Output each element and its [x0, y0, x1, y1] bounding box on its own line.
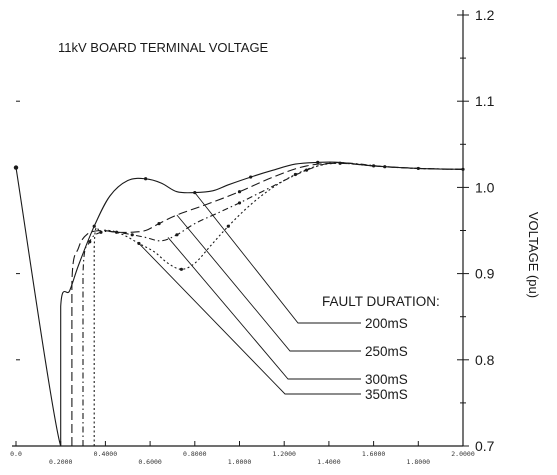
- data-point: [92, 224, 96, 228]
- data-point: [461, 167, 465, 171]
- x-tick-label: 1.8000: [407, 458, 431, 466]
- series-line-300mS: [82, 162, 464, 446]
- x-tick-label: 1.0000: [228, 458, 252, 466]
- leader-line-350mS: [138, 243, 361, 395]
- y-tick-label: 1.2: [475, 7, 495, 23]
- y-tick-label: 0.8: [475, 352, 495, 368]
- series-label-300mS: 300mS: [365, 372, 408, 387]
- x-tick-label: 0.2000: [49, 458, 73, 466]
- series-label-350mS: 350mS: [365, 387, 408, 402]
- x-tick-label: 0.4000: [94, 450, 118, 458]
- x-tick-label: 0.6000: [138, 458, 162, 466]
- data-point: [372, 164, 376, 168]
- leader-line-250mS: [176, 214, 361, 352]
- series-line-350mS: [93, 162, 464, 446]
- y-axis-label: VOLTAGE (pu): [526, 212, 541, 298]
- leader-line-300mS: [167, 237, 361, 380]
- initial-point-marker: [13, 165, 19, 170]
- series-label-250mS: 250mS: [365, 344, 408, 359]
- data-point: [99, 230, 103, 234]
- x-tick-label: 0.8000: [183, 450, 207, 458]
- series-line-200mS: [15, 161, 464, 447]
- x-ticks: 0.0 0.2000 0.4000 0.6000 0.8000 1.0000 1.2000 1…: [10, 100, 475, 466]
- x-tick-label: 1.4000: [317, 458, 341, 466]
- data-point: [179, 267, 183, 271]
- y-tick-label: 1.1: [475, 93, 495, 109]
- data-point: [237, 201, 242, 205]
- data-point: [144, 177, 148, 181]
- series-line-250mS: [71, 162, 464, 446]
- x-tick-label: 1.6000: [362, 450, 386, 458]
- axes: [12, 10, 464, 447]
- fault-duration-title: FAULT DURATION:: [322, 294, 440, 309]
- data-point: [130, 233, 134, 237]
- chart-title: 11kV BOARD TERMINAL VOLTAGE: [58, 40, 269, 55]
- data-point: [316, 160, 320, 165]
- y-tick-label: 1.0: [475, 179, 495, 195]
- data-point: [175, 233, 179, 237]
- y-tick-label: 0.7: [475, 438, 495, 454]
- data-point: [114, 230, 119, 234]
- y-ticks: 0.7 0.8 0.9 1.0 1.1 1.2: [457, 7, 495, 454]
- x-tick-label: 2.0000: [451, 450, 475, 458]
- data-point: [249, 175, 253, 179]
- series-layer: [15, 160, 465, 447]
- data-point: [226, 224, 230, 228]
- data-point: [293, 172, 297, 177]
- y-tick-label: 0.9: [475, 266, 495, 282]
- data-point: [237, 190, 242, 194]
- series-label-200mS: 200mS: [365, 316, 408, 331]
- x-tick-label: 0.0: [10, 450, 22, 458]
- leader-line-200mS: [194, 192, 361, 324]
- data-point: [157, 222, 161, 226]
- x-tick-label: 1.2000: [272, 450, 296, 458]
- data-point: [88, 240, 92, 244]
